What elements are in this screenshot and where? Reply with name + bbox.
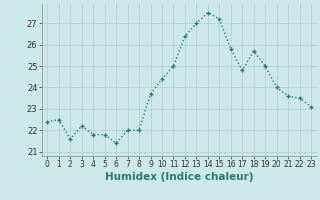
X-axis label: Humidex (Indice chaleur): Humidex (Indice chaleur) — [105, 172, 253, 182]
